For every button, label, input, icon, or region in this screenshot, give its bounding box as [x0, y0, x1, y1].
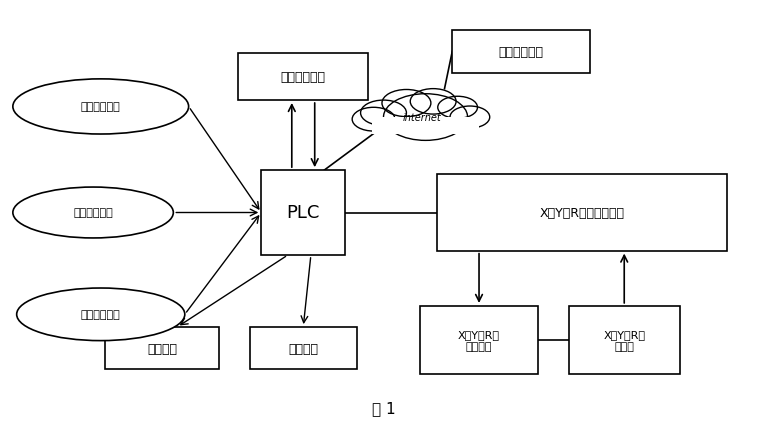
Text: 卷帘接近开关: 卷帘接近开关 — [81, 310, 120, 320]
FancyBboxPatch shape — [250, 327, 357, 370]
FancyBboxPatch shape — [239, 54, 368, 101]
Text: X、Y、R轴
伺服电机: X、Y、R轴 伺服电机 — [458, 329, 500, 351]
Circle shape — [450, 107, 489, 129]
Text: 人机控制面板: 人机控制面板 — [281, 71, 326, 84]
FancyBboxPatch shape — [262, 171, 345, 255]
Text: PLC: PLC — [287, 204, 320, 222]
Circle shape — [438, 97, 478, 119]
FancyBboxPatch shape — [372, 118, 479, 135]
Circle shape — [410, 89, 456, 115]
FancyBboxPatch shape — [104, 327, 219, 370]
Ellipse shape — [13, 80, 189, 135]
Text: 夹箱气缸: 夹箱气缸 — [146, 342, 177, 355]
Text: 卷帘电机: 卷帘电机 — [288, 342, 318, 355]
Text: 图 1: 图 1 — [372, 400, 395, 415]
Circle shape — [360, 101, 407, 126]
Text: 远程控制中心: 远程控制中心 — [499, 46, 544, 59]
Text: internet: internet — [403, 113, 441, 123]
Ellipse shape — [13, 187, 173, 239]
Circle shape — [382, 90, 431, 117]
FancyBboxPatch shape — [420, 306, 538, 374]
Text: X、Y、R轴
编码器: X、Y、R轴 编码器 — [603, 329, 645, 351]
FancyBboxPatch shape — [453, 31, 590, 73]
Text: X、Y、R轴伺服控制器: X、Y、R轴伺服控制器 — [540, 207, 624, 219]
Ellipse shape — [17, 288, 185, 341]
Text: 夹箱磁性开关: 夹箱磁性开关 — [73, 208, 113, 218]
Circle shape — [352, 108, 395, 132]
FancyBboxPatch shape — [437, 175, 727, 251]
Text: 伺服限位开关: 伺服限位开关 — [81, 102, 120, 112]
FancyBboxPatch shape — [569, 306, 680, 374]
Circle shape — [384, 95, 468, 141]
